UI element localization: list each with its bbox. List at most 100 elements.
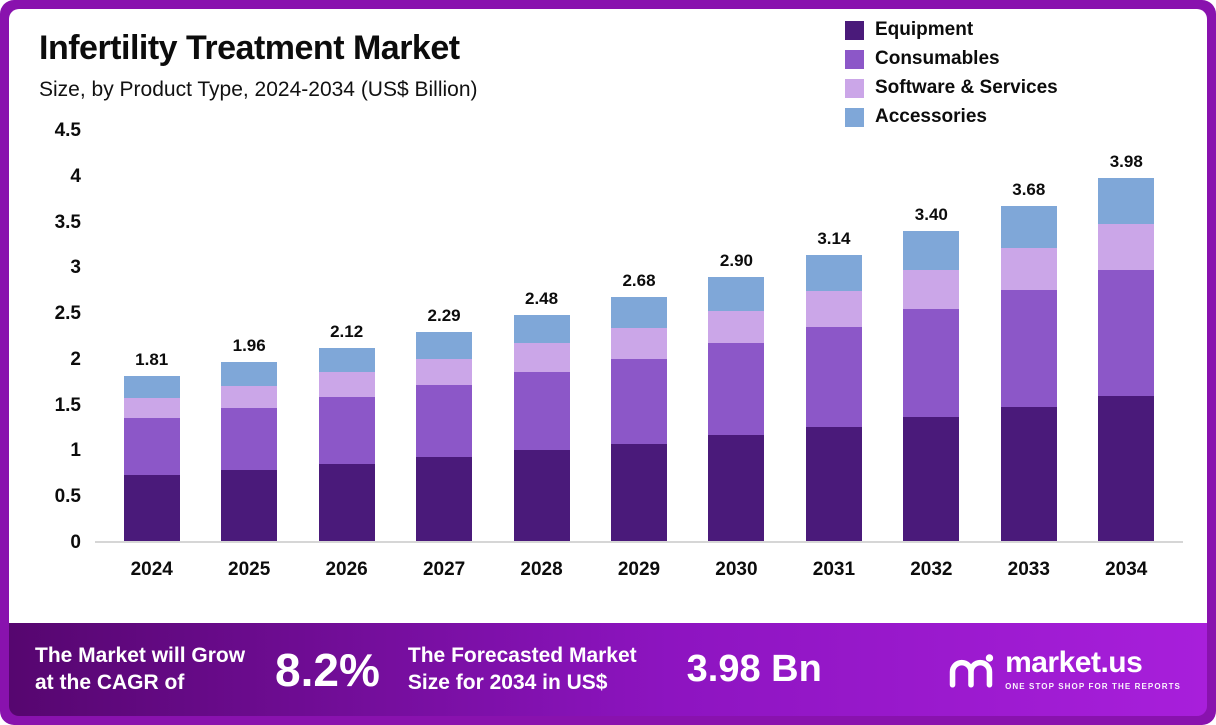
bar-column: 2.29	[395, 131, 492, 541]
legend-swatch	[845, 49, 864, 69]
plot-area: 1.81 1.96 2.12 2.29 2.48 2.68 2.90 3.14 3.40 3.68…	[95, 131, 1183, 543]
bar-column: 3.40	[883, 131, 980, 541]
x-axis-label: 2032	[910, 559, 953, 580]
bar-segment-equipment	[903, 417, 960, 541]
x-axis-label: 2029	[617, 559, 661, 580]
bar-segment-accessories	[708, 276, 765, 311]
x-axis-label: 2030	[715, 559, 758, 580]
bar-segment-accessories	[903, 231, 960, 271]
legend-label: Accessories	[875, 106, 987, 127]
bar-stack	[610, 296, 667, 541]
chart-subtitle: Size, by Product Type, 2024-2034 (US$ Bi…	[39, 78, 478, 101]
bar-segment-consumables	[221, 407, 278, 470]
y-tick-label: 3	[70, 257, 81, 279]
cagr-value: 8.2%	[275, 643, 380, 696]
bar-column: 2.90	[688, 131, 785, 541]
bar-segment-software-services	[805, 291, 862, 327]
bar-segment-consumables	[610, 358, 667, 444]
header: Infertility Treatment Market Size, by Pr…	[9, 9, 1207, 102]
legend-item: Consumables	[845, 48, 1058, 70]
brand-text: market.us ONE STOP SHOP FOR THE REPORTS	[1005, 648, 1181, 692]
bars-row: 1.81 1.96 2.12 2.29 2.48 2.68 2.90 3.14 3.40 3.68…	[95, 131, 1183, 541]
bar-total-label: 3.98	[1109, 152, 1143, 172]
bar-total-label: 3.14	[817, 228, 851, 248]
legend-item: Software & Services	[845, 77, 1058, 99]
bar-total-label: 2.29	[427, 306, 461, 326]
bar-segment-accessories	[805, 254, 862, 292]
bar-column: 2.12	[298, 131, 395, 541]
legend-label: Software & Services	[875, 77, 1058, 98]
bar-column: 3.14	[785, 131, 882, 541]
bar-segment-consumables	[513, 372, 570, 450]
legend-swatch	[845, 20, 864, 40]
bar-segment-accessories	[610, 296, 667, 328]
y-tick-label: 4	[70, 165, 81, 187]
bar-stack	[318, 347, 375, 541]
bar-column: 1.81	[103, 131, 200, 541]
bar-segment-consumables	[903, 308, 960, 418]
bar-segment-consumables	[123, 418, 180, 476]
bar-segment-software-services	[610, 327, 667, 359]
bar-column: 2.68	[590, 131, 687, 541]
brand-tagline: ONE STOP SHOP FOR THE REPORTS	[1005, 682, 1181, 691]
y-tick-label: 1	[70, 440, 81, 462]
bar-segment-accessories	[318, 347, 375, 373]
y-tick-label: 2.5	[54, 303, 81, 325]
bar-stack	[1000, 205, 1057, 541]
bar-segment-software-services	[513, 343, 570, 373]
bar-column: 3.68	[980, 131, 1077, 541]
bar-total-label: 1.81	[135, 350, 169, 370]
bar-segment-equipment	[708, 435, 765, 541]
bar-total-label: 3.40	[914, 205, 948, 225]
bar-total-label: 1.96	[232, 336, 266, 356]
bar-segment-accessories	[416, 332, 473, 359]
x-axis-label: 2027	[422, 559, 466, 580]
bar-stack	[903, 231, 960, 541]
bar-segment-equipment	[416, 457, 473, 541]
bar-segment-consumables	[416, 385, 473, 458]
bar-column: 1.96	[200, 131, 297, 541]
bar-total-label: 2.68	[622, 270, 656, 290]
bar-segment-accessories	[221, 362, 278, 387]
chart: 4.5 4 3.5 3 2.5 2 1.5 1 0.5 0 1.81 1.96 2.12 2.29 2.4…	[33, 120, 1183, 581]
bar-segment-equipment	[513, 449, 570, 541]
x-axis-label: 2025	[228, 559, 271, 580]
chart-panel: Infertility Treatment Market Size, by Pr…	[9, 9, 1207, 623]
cagr-text-line2: at the CAGR of	[35, 670, 185, 694]
legend-swatch	[845, 78, 864, 98]
bar-segment-equipment	[221, 469, 278, 541]
x-axis-label: 2034	[1105, 559, 1148, 580]
bar-segment-consumables	[708, 343, 765, 436]
bar-segment-equipment	[1000, 407, 1057, 541]
legend-item: Accessories	[845, 106, 1058, 128]
y-tick-label: 1.5	[54, 394, 81, 416]
forecast-value: 3.98 Bn	[686, 648, 822, 690]
bar-segment-accessories	[1000, 205, 1057, 248]
bar-stack	[221, 362, 278, 541]
forecast-text: The Forecasted Market Size for 2034 in U…	[408, 643, 637, 697]
bar-segment-equipment	[123, 475, 180, 541]
bar-stack	[805, 254, 862, 541]
y-tick-label: 3.5	[54, 211, 81, 233]
y-tick-label: 2	[70, 348, 81, 370]
x-axis-label: 2031	[812, 559, 856, 580]
bar-stack	[1098, 178, 1155, 541]
cagr-text: The Market will Grow at the CAGR of	[35, 643, 245, 697]
bar-column: 2.48	[493, 131, 590, 541]
legend: Equipment Consumables Software & Services A…	[845, 19, 1058, 135]
bar-stack	[123, 376, 180, 541]
bar-total-label: 3.68	[1012, 179, 1046, 199]
bar-segment-software-services	[318, 372, 375, 398]
bar-segment-software-services	[123, 397, 180, 419]
forecast-text-line2: Size for 2034 in US$	[407, 670, 608, 694]
x-axis-label: 2026	[325, 559, 368, 580]
legend-label: Consumables	[875, 48, 1000, 69]
bar-segment-accessories	[123, 376, 180, 398]
x-axis: 2024 2025 2026 2027 2028 2029 2030 2031 2032 2033…	[95, 559, 1183, 581]
y-tick-label: 0.5	[54, 486, 81, 508]
bar-segment-equipment	[318, 463, 375, 541]
bar-segment-equipment	[1098, 396, 1155, 541]
bar-stack	[708, 276, 765, 541]
brand-group: market.us ONE STOP SHOP FOR THE REPORTS	[947, 648, 1181, 691]
